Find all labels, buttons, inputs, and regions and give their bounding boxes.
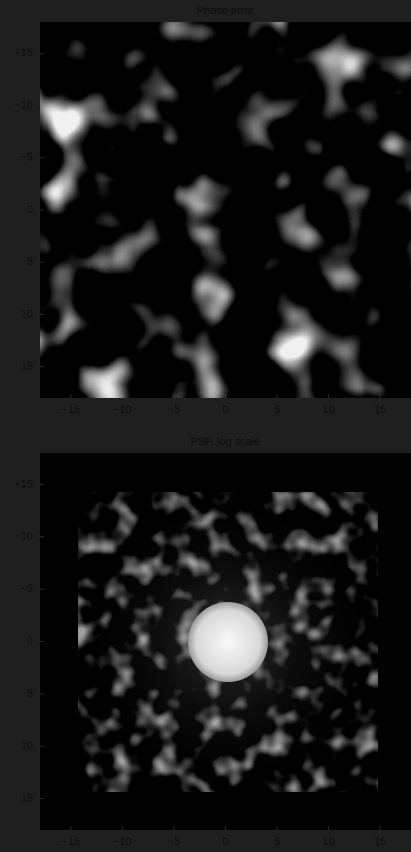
x-tick-label: −5 bbox=[168, 404, 181, 416]
x-tick-label: 10 bbox=[322, 836, 334, 848]
y-tick-label: 15 bbox=[21, 361, 33, 373]
x-tick-label: −5 bbox=[168, 836, 181, 848]
y-tick-label: 15 bbox=[21, 792, 33, 804]
y-tick-label: 0 bbox=[27, 204, 33, 216]
y-tick-label: 0 bbox=[27, 635, 33, 647]
image-top bbox=[40, 22, 411, 398]
x-tick-label: 5 bbox=[274, 404, 280, 416]
y-tick-label: 5 bbox=[27, 688, 33, 700]
x-tick-label: −10 bbox=[113, 404, 132, 416]
x-tick-label: −15 bbox=[62, 404, 81, 416]
y-tick-label: −15 bbox=[14, 47, 33, 59]
x-tick-label: −15 bbox=[62, 836, 81, 848]
x-tick-label: 0 bbox=[222, 836, 228, 848]
x-tick-label: 15 bbox=[374, 836, 386, 848]
y-tick-label: −10 bbox=[14, 99, 33, 111]
chart-title: PSF, log scale bbox=[191, 436, 261, 448]
image-bottom bbox=[40, 453, 411, 830]
y-tick-label: −5 bbox=[20, 583, 33, 595]
y-tick-label: 10 bbox=[21, 740, 33, 752]
x-tick-label: 15 bbox=[374, 404, 386, 416]
y-tick-label: −5 bbox=[20, 152, 33, 164]
x-tick-label: 5 bbox=[274, 836, 280, 848]
x-tick-label: −10 bbox=[113, 836, 132, 848]
chart-title: Phase error bbox=[197, 5, 255, 17]
x-tick-label: 10 bbox=[322, 404, 334, 416]
y-tick-label: 10 bbox=[21, 308, 33, 320]
y-tick-label: −15 bbox=[14, 478, 33, 490]
y-tick-label: −10 bbox=[14, 531, 33, 543]
y-tick-label: 5 bbox=[27, 256, 33, 268]
x-tick-label: 0 bbox=[222, 404, 228, 416]
